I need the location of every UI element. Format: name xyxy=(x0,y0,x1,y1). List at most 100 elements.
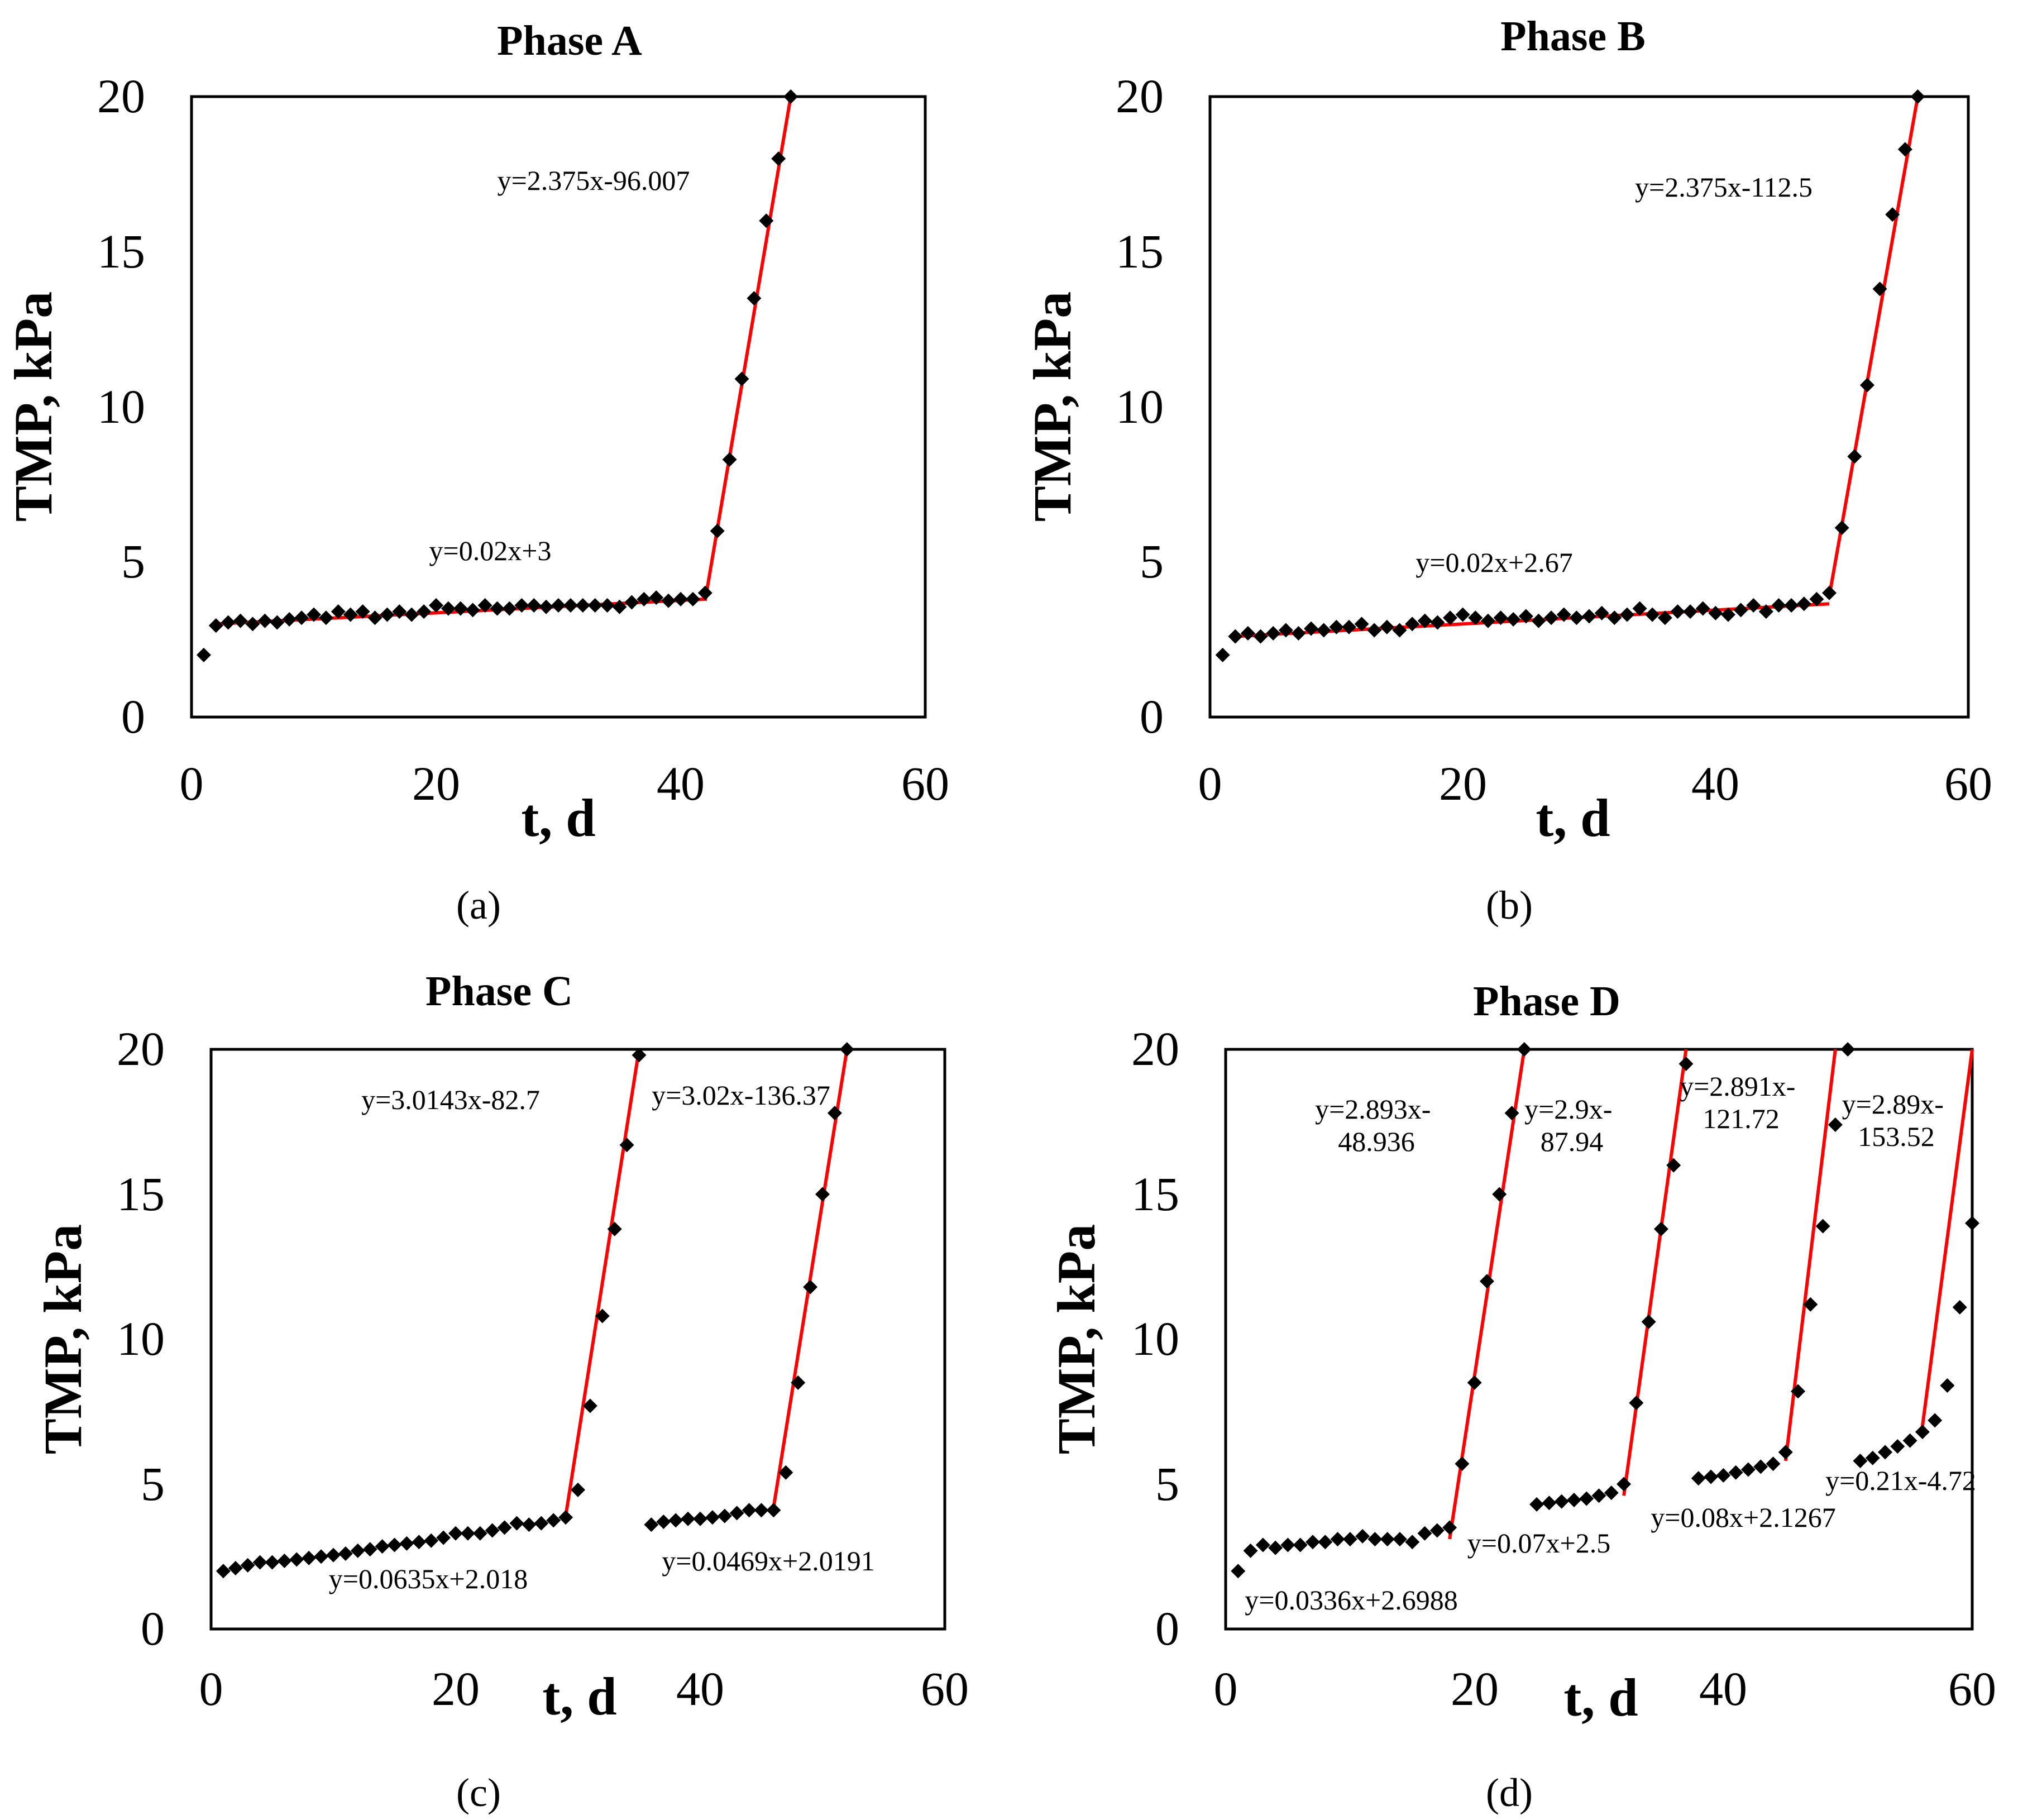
data-point xyxy=(326,1547,341,1563)
data-point xyxy=(1733,603,1748,618)
data-point xyxy=(1255,1537,1270,1553)
data-point xyxy=(1847,449,1862,464)
chart-phase-b: Phase B 0 5 10 15 20 0 20 40 60 t, d TMP… xyxy=(1022,13,1992,928)
data-point xyxy=(1367,1532,1383,1547)
data-point xyxy=(697,585,712,600)
plot-area xyxy=(209,1048,946,1631)
x-tick-label: 60 xyxy=(921,1662,969,1716)
data-point xyxy=(338,1546,353,1561)
data-point xyxy=(1443,610,1458,625)
data-point xyxy=(380,607,395,622)
y-tick-label: 10 xyxy=(1131,1312,1179,1365)
data-point xyxy=(514,598,529,613)
data-point xyxy=(1531,613,1546,628)
data-point xyxy=(387,1537,402,1553)
data-point xyxy=(1329,619,1344,634)
trendline xyxy=(564,1049,641,1517)
data-point xyxy=(1965,1216,1979,1231)
data-point xyxy=(791,1375,806,1390)
data-point xyxy=(595,1308,610,1324)
x-tick-label: 20 xyxy=(1451,1662,1499,1716)
data-point xyxy=(265,1555,280,1570)
data-point xyxy=(1784,598,1799,613)
data-point xyxy=(497,1520,512,1535)
data-point xyxy=(472,1526,487,1541)
data-point xyxy=(302,1550,317,1565)
data-point xyxy=(1657,610,1672,625)
data-point xyxy=(1890,1439,1905,1454)
x-tick-label: 20 xyxy=(432,1662,480,1716)
x-axis-label: t, d xyxy=(521,788,595,848)
data-point xyxy=(1815,1219,1830,1234)
data-point xyxy=(1405,1535,1420,1550)
trendline xyxy=(1783,1049,1837,1461)
data-point xyxy=(1928,1413,1943,1428)
data-point xyxy=(1569,610,1584,625)
data-point xyxy=(1341,619,1356,634)
data-point xyxy=(1728,1465,1743,1480)
y-tick-label: 10 xyxy=(97,380,145,433)
plot-area xyxy=(190,95,927,719)
data-point xyxy=(1566,1493,1581,1508)
data-point xyxy=(314,1549,329,1564)
trendline-equation: y=0.08x+2.1267 xyxy=(1651,1502,1835,1533)
y-tick-label: 15 xyxy=(117,1167,165,1221)
panel-caption: (c) xyxy=(456,1770,501,1815)
data-point xyxy=(1766,1456,1781,1472)
trendline-equation: y=0.02x+3 xyxy=(429,535,552,566)
chart-phase-c: Phase C 0 5 10 15 20 0 20 40 60 t, d TMP… xyxy=(33,968,969,1815)
data-point xyxy=(1582,609,1596,624)
data-point xyxy=(1467,1375,1482,1390)
data-point xyxy=(1305,1535,1320,1550)
panel-caption: (a) xyxy=(456,883,501,928)
data-point xyxy=(1354,617,1369,632)
data-point xyxy=(754,1503,769,1518)
data-point xyxy=(404,607,419,622)
equation-line: 48.936 xyxy=(1338,1126,1415,1157)
data-point xyxy=(527,598,542,613)
trendline-equation: y=0.07x+2.5 xyxy=(1467,1527,1610,1559)
trendline-equation: y=2.893x- 48.936 xyxy=(1315,1093,1438,1157)
y-tick-label: 5 xyxy=(141,1457,165,1511)
equation-line: y=2.893x- xyxy=(1315,1093,1431,1125)
equation-line: 87.94 xyxy=(1541,1126,1604,1157)
data-point xyxy=(1468,610,1483,625)
data-point xyxy=(522,1517,537,1532)
data-point xyxy=(783,89,798,104)
chart-title: Phase D xyxy=(1473,978,1620,1025)
data-point xyxy=(827,1106,842,1121)
equation-line: y=2.891x- xyxy=(1680,1071,1795,1102)
trendline xyxy=(703,96,793,601)
data-point xyxy=(465,603,480,618)
chart-title: Phase B xyxy=(1500,13,1646,60)
trendline xyxy=(1920,1049,1974,1427)
data-point xyxy=(477,598,492,613)
trendline-equation: y=0.0469x+2.0191 xyxy=(662,1545,874,1577)
data-point xyxy=(1367,623,1382,638)
trendline-equation: y=0.0635x+2.018 xyxy=(329,1563,528,1594)
data-point xyxy=(546,1513,561,1528)
data-point xyxy=(1554,1494,1569,1509)
data-point xyxy=(1834,520,1849,536)
data-point xyxy=(734,371,749,386)
data-point xyxy=(221,615,236,630)
data-point xyxy=(839,1042,854,1057)
data-point xyxy=(1379,619,1394,634)
data-point xyxy=(1355,1528,1370,1544)
data-point xyxy=(1619,607,1634,622)
equation-line: y=2.89x- xyxy=(1842,1088,1944,1120)
x-axis-label: t, d xyxy=(1536,788,1610,848)
data-point xyxy=(1952,1300,1967,1315)
chart-phase-d: Phase D 0 5 10 15 20 0 20 40 60 t, d TMP… xyxy=(1046,978,1996,1815)
data-point xyxy=(1417,1526,1432,1541)
x-tick-label: 0 xyxy=(1198,757,1222,810)
x-tick-label: 40 xyxy=(1691,757,1739,810)
data-point xyxy=(1753,1459,1768,1474)
data-point xyxy=(1594,605,1609,620)
data-point xyxy=(1720,607,1735,622)
x-axis-label: t, d xyxy=(542,1666,616,1726)
data-point xyxy=(1579,1491,1594,1506)
data-point xyxy=(1791,1384,1806,1399)
trendline xyxy=(1622,1049,1688,1496)
